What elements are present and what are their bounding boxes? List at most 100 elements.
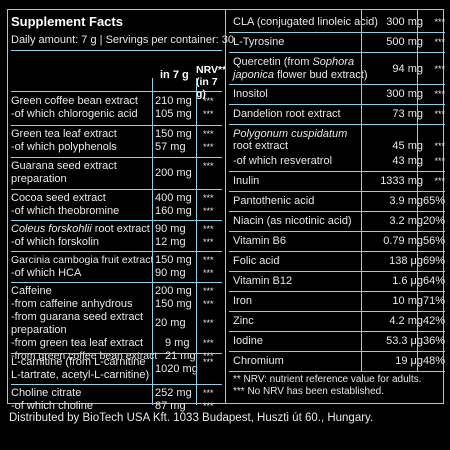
ingredient-amount: 90 mg: [155, 223, 186, 235]
ingredient-nrv: 65%: [423, 195, 446, 207]
ingredient-amount: 300 mg: [386, 16, 423, 28]
ingredient-name: preparation: [11, 173, 67, 185]
ingredient-nrv: 69%: [423, 255, 446, 267]
ingredient-nrv: ***: [434, 156, 445, 166]
column-divider: [361, 10, 362, 371]
ingredient-nrv: ***: [203, 338, 214, 348]
col-header-nrv: NRV** (in 7 g): [196, 64, 226, 100]
row-divider: [229, 32, 445, 33]
ingredient-amount: 87 mg: [155, 400, 186, 412]
ingredient-name: Vitamin B6: [233, 235, 286, 247]
column-divider: [196, 78, 197, 405]
ingredient-name: Folic acid: [233, 255, 280, 267]
row-divider: [11, 220, 222, 221]
row-divider: [11, 282, 222, 283]
ingredient-nrv: ***: [203, 96, 214, 106]
ingredient-name: Choline citrate: [11, 387, 82, 399]
ingredient-nrv: ***: [203, 351, 214, 361]
ingredient-name: L-carnitine (from L-carnitine: [11, 356, 146, 368]
ingredient-name: Chromium: [233, 355, 284, 367]
ingredient-amount: 210 mg: [155, 95, 192, 107]
col-header-in7g: in 7 g: [160, 69, 189, 81]
ingredient-amount: 1.6 μg: [392, 275, 423, 287]
ingredient-amount: 43 mg: [392, 155, 423, 167]
row-divider: [229, 84, 445, 85]
ingredient-name: -of which resveratrol: [233, 155, 333, 167]
ingredient-nrv: ***: [203, 318, 214, 328]
ingredient-name: L-Tyrosine: [233, 36, 285, 48]
ingredient-amount: 9 mg: [165, 337, 190, 349]
ingredient-nrv: ***: [203, 286, 214, 296]
row-divider: [229, 331, 445, 332]
ingredient-amount: 150 mg: [155, 254, 192, 266]
ingredient-nrv: ***: [434, 37, 445, 47]
ingredient-nrv: ***: [203, 388, 214, 398]
row-divider: [11, 189, 222, 190]
ingredient-nrv: 42%: [423, 315, 446, 327]
ingredient-amount: 19 μg: [395, 355, 423, 367]
ingredient-nrv: ***: [434, 109, 445, 119]
ingredient-nrv: ***: [203, 268, 214, 278]
ingredient-name: -of which choline: [11, 400, 93, 412]
row-divider: [229, 171, 445, 172]
ingredient-nrv: ***: [203, 161, 214, 171]
ingredient-amount: 138 μg: [389, 255, 423, 267]
name-italic: Sophora: [312, 56, 355, 68]
ingredient-nrv: 56%: [423, 235, 446, 247]
ingredient-nrv: 20%: [423, 215, 446, 227]
ingredient-amount: 1333 mg: [380, 175, 423, 187]
ingredient-amount: 200 mg: [155, 285, 192, 297]
ingredient-name: -of which forskolin: [11, 236, 100, 248]
row-divider: [229, 311, 445, 312]
ingredient-amount: 10 mg: [392, 295, 423, 307]
ingredient-amount: 73 mg: [392, 108, 423, 120]
row-divider: [11, 157, 222, 158]
ingredient-amount: 57 mg: [155, 141, 186, 153]
row-divider: [229, 211, 445, 212]
ingredient-amount: 252 mg: [155, 387, 192, 399]
ingredient-amount: 1020 mg: [155, 363, 198, 375]
row-divider: [229, 52, 445, 53]
ingredient-nrv: ***: [203, 299, 214, 309]
ingredient-amount: 20 mg: [155, 317, 186, 329]
ingredient-name: Vitamin B12: [233, 275, 293, 287]
ingredient-nrv: 71%: [423, 295, 446, 307]
name-part: Quercetin (from: [233, 56, 313, 68]
ingredient-amount: 3.9 mg: [389, 195, 423, 207]
row-divider: [229, 371, 445, 372]
ingredient-name: CLA (conjugated linoleic acid): [233, 16, 378, 28]
ingredient-amount: 105 mg: [155, 108, 192, 120]
ingredient-name: -of which HCA: [11, 267, 82, 279]
ingredient-amount: 4.2 mg: [389, 315, 423, 327]
ingredient-name: Garcinia cambogia fruit extract: [11, 254, 154, 266]
left-column: Supplement Facts Daily amount: 7 g | Ser…: [8, 10, 234, 412]
ingredient-nrv: ***: [434, 141, 445, 151]
ingredient-name: japonica flower bud extract): [233, 69, 368, 81]
ingredient-name: L-tartrate, acetyl-L-carnitine): [11, 369, 150, 381]
ingredient-nrv: 36%: [423, 335, 446, 347]
name-part: flower bud extract): [273, 69, 368, 81]
row-divider: [229, 124, 445, 125]
ingredient-nrv: ***: [434, 89, 445, 99]
footnote-nrv: ** NRV: nutrient reference value for adu…: [233, 374, 422, 385]
name-italic: Polygonum cuspidatum: [233, 128, 348, 140]
ingredient-nrv: 64%: [423, 275, 446, 287]
header-divider: [11, 50, 222, 51]
ingredient-name: -of which chlorogenic acid: [11, 108, 138, 120]
row-divider: [229, 231, 445, 232]
row-divider: [229, 251, 445, 252]
ingredient-nrv: ***: [203, 357, 214, 367]
ingredient-name: Quercetin (from Sophora: [233, 56, 368, 68]
row-divider: [229, 191, 445, 192]
row-divider: [11, 353, 222, 354]
column-separator: [225, 10, 226, 403]
distributor-note: Distributed by BioTech USA Kft. 1033 Bud…: [9, 412, 374, 424]
ingredient-name: Zinc: [233, 315, 254, 327]
ingredient-amount: 150 mg: [155, 298, 192, 310]
ingredient-name: Cocoa seed extract: [11, 192, 106, 204]
ingredient-nrv: ***: [434, 64, 445, 74]
ingredient-nrv: ***: [203, 142, 214, 152]
ingredient-amount: 94 mg: [392, 63, 423, 75]
ingredient-nrv: ***: [203, 109, 214, 119]
ingredient-nrv: ***: [203, 193, 214, 203]
